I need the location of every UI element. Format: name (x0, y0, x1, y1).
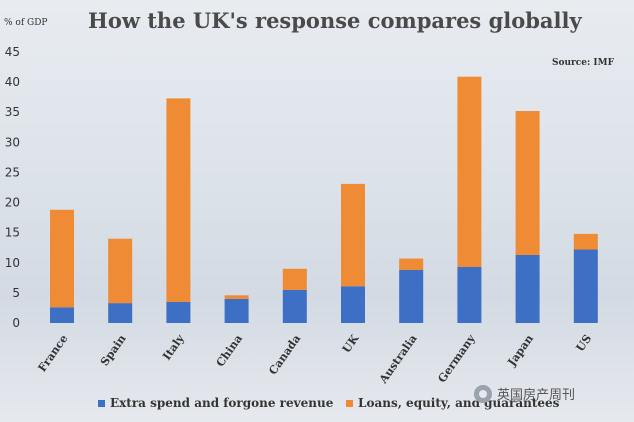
bar-canada-extra-spend (282, 289, 307, 323)
x-category-label: France (36, 332, 71, 374)
bar-italy-loans (166, 98, 191, 302)
bar-uk-loans (341, 183, 365, 287)
y-tick-label: 45 (5, 45, 20, 59)
bar-us-extra-spend (573, 249, 598, 323)
x-category-label: Australia (376, 332, 419, 386)
x-category-label: Canada (266, 332, 303, 377)
bar-australia-loans (399, 258, 424, 271)
bar-canada-loans (282, 268, 307, 290)
x-category-label: US (574, 332, 595, 354)
x-category-label: China (214, 332, 245, 369)
y-tick-label: 10 (5, 256, 20, 270)
bar-spain-extra-spend (108, 303, 133, 323)
x-category-label: Japan (505, 332, 536, 369)
bar-china-loans (224, 295, 249, 299)
y-tick-label: 30 (5, 135, 20, 149)
legend: Extra spend and forgone revenue Loans, e… (0, 396, 634, 414)
x-axis-categories: France Spain Italy China Canada UK Australia Ge… (36, 332, 595, 387)
bar-germany-extra-spend (457, 266, 482, 323)
bar-japan-extra-spend (515, 254, 540, 323)
bars (50, 76, 598, 323)
legend-swatch-loans (346, 399, 353, 407)
x-category-label: Germany (435, 332, 478, 385)
bar-china-extra-spend (224, 298, 249, 323)
bar-us-loans (573, 233, 598, 250)
watermark-text: 英国房产周刊 (497, 388, 576, 403)
bar-france-extra-spend (50, 307, 74, 323)
chart-title: How the UK's response compares globally (88, 8, 582, 33)
bar-france-loans (50, 209, 74, 308)
y-tick-label: 5 (12, 286, 20, 300)
x-category-label: UK (340, 332, 362, 356)
legend-label-extra-spend: Extra spend and forgone revenue (110, 396, 334, 410)
bar-uk-extra-spend (341, 286, 365, 323)
y-tick-label: 35 (5, 105, 20, 119)
y-tick-label: 20 (5, 196, 20, 210)
bar-australia-extra-spend (399, 270, 424, 323)
bar-italy-extra-spend (166, 301, 191, 323)
y-tick-label: 0 (12, 316, 20, 330)
bar-japan-loans (515, 111, 540, 255)
watermark: 英国房产周刊 (474, 384, 575, 403)
y-axis-label: % of GDP (4, 18, 48, 28)
legend-swatch-extra-spend (98, 399, 105, 407)
legend-item-extra-spend: Extra spend and forgone revenue (98, 396, 333, 410)
x-category-label: Spain (98, 332, 129, 368)
y-axis-ticks: 0 5 10 15 20 25 30 35 40 45 (5, 45, 20, 330)
source-note: Source: IMF (551, 58, 614, 68)
legend-item-loans: Loans, equity, and guarantees (346, 396, 559, 410)
y-tick-label: 15 (5, 226, 20, 240)
wechat-icon (474, 384, 492, 403)
bar-germany-loans (457, 76, 482, 267)
bar-spain-loans (108, 238, 133, 304)
y-tick-label: 40 (5, 75, 20, 89)
legend-label-loans: Loans, equity, and guarantees (358, 396, 560, 410)
x-category-label: Italy (160, 332, 187, 363)
stacked-bar-chart: 0 5 10 15 20 25 30 35 40 45 France Spain Italy China… (5, 45, 598, 387)
y-tick-label: 25 (5, 165, 20, 179)
